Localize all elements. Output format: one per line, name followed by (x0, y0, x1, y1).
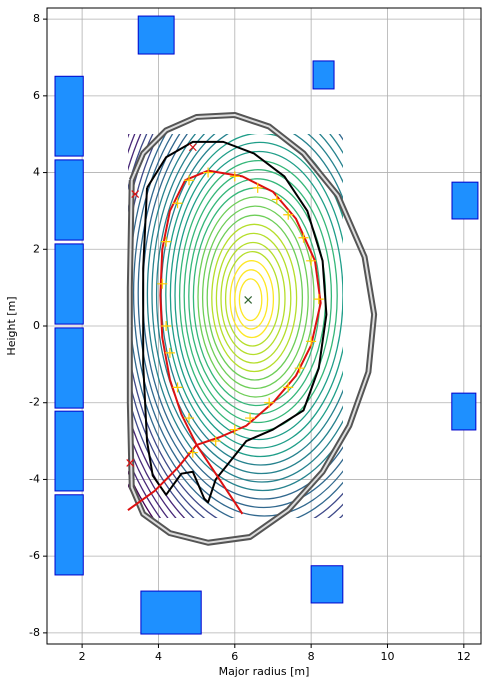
x-tick-label: 8 (308, 650, 315, 663)
coil (451, 392, 477, 431)
coil (140, 590, 202, 635)
y-axis-label: Height [m] (5, 296, 18, 355)
marker (187, 447, 198, 458)
coil (310, 565, 344, 604)
marker (283, 209, 294, 220)
flux-contour (201, 205, 309, 390)
marker (203, 167, 214, 178)
y-tick-label: -8 (29, 626, 40, 639)
line (142, 140, 328, 504)
marker (164, 347, 175, 358)
y-tick-label: -4 (29, 472, 40, 485)
marker (252, 182, 263, 193)
y-tick-label: 0 (33, 319, 40, 332)
x-tick-label: 2 (79, 650, 86, 663)
flux-contour (234, 269, 269, 330)
coil (137, 15, 175, 55)
marker (183, 413, 194, 424)
marker (271, 194, 282, 205)
marker (229, 424, 240, 435)
marker (157, 278, 168, 289)
flux-contour (220, 241, 286, 356)
x-tick-label: 6 (231, 650, 238, 663)
flux-contour (169, 141, 343, 449)
marker (244, 295, 253, 304)
flux-contour (211, 223, 298, 373)
coil (54, 410, 84, 492)
coil (54, 75, 84, 157)
flux-contour (183, 169, 333, 424)
flux-contour (165, 134, 343, 458)
marker (161, 236, 172, 247)
marker (298, 232, 309, 243)
flux-contour (174, 150, 343, 441)
marker (264, 397, 275, 408)
coil (54, 327, 84, 409)
marker (172, 382, 183, 393)
line (127, 169, 322, 515)
flux-contour (238, 278, 263, 322)
flux-contour (146, 134, 343, 492)
marker (126, 459, 135, 467)
marker (306, 336, 317, 347)
coil (54, 494, 84, 576)
marker (183, 175, 194, 186)
y-tick-label: 8 (33, 12, 40, 25)
coil (54, 159, 84, 241)
plot-area (47, 8, 481, 644)
y-tick-label: -2 (29, 396, 40, 409)
flux-contour (128, 134, 177, 518)
flux-contour (206, 214, 304, 381)
coil (451, 181, 479, 220)
flux-contour (229, 260, 275, 339)
flux-contour (224, 250, 280, 347)
marker (294, 363, 305, 374)
x-tick-label: 12 (457, 650, 471, 663)
flux-contour (197, 196, 315, 398)
x-axis-label: Major radius [m] (219, 665, 310, 678)
marker (313, 294, 324, 305)
flux-contour (215, 232, 292, 364)
flux-contour (137, 134, 343, 509)
marker (188, 143, 197, 152)
flux-contour (128, 470, 154, 518)
line-inner (128, 114, 376, 544)
marker (229, 171, 240, 182)
coil (54, 243, 84, 325)
flux-contour (155, 134, 343, 475)
y-tick-label: 2 (33, 242, 40, 255)
y-tick-label: 6 (33, 89, 40, 102)
y-tick-label: -6 (29, 549, 40, 562)
marker (172, 198, 183, 209)
marker (131, 190, 140, 198)
flux-contour (178, 159, 338, 432)
marker (306, 255, 317, 266)
flux-contour (132, 134, 343, 517)
x-tick-label: 10 (380, 650, 394, 663)
marker (210, 436, 221, 447)
marker (161, 321, 172, 331)
coil (312, 60, 335, 90)
flux-contour (188, 178, 327, 415)
marker (245, 413, 256, 424)
y-tick-label: 4 (33, 166, 40, 179)
x-tick-label: 4 (155, 650, 162, 663)
marker (283, 382, 294, 393)
flux-contour (151, 134, 343, 483)
